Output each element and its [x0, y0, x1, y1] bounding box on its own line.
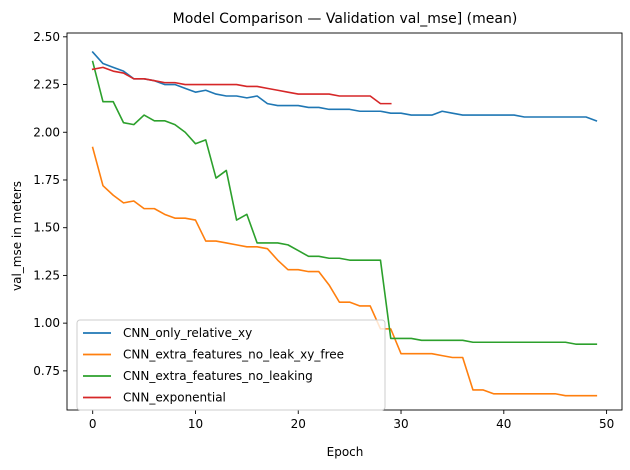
x-tick-label: 50	[599, 417, 614, 431]
y-tick-label: 2.25	[33, 78, 60, 92]
x-axis-label: Epoch	[327, 445, 364, 459]
y-tick-label: 2.00	[33, 125, 60, 139]
y-tick-label: 2.50	[33, 30, 60, 44]
y-tick-label: 1.25	[33, 268, 60, 282]
legend: CNN_only_relative_xy CNN_extra_features_n…	[76, 319, 386, 411]
x-tick-label: 30	[393, 417, 408, 431]
x-tick-label: 20	[291, 417, 306, 431]
y-tick-label: 1.00	[33, 316, 60, 330]
series-lines	[91, 50, 598, 397]
x-tick-label: 0	[89, 417, 97, 431]
legend-label-2: CNN_extra_features_no_leaking	[123, 369, 313, 383]
series-line-2	[91, 60, 598, 345]
series-line-3	[91, 66, 392, 105]
x-tick-label: 40	[496, 417, 511, 431]
series-line-0	[91, 50, 598, 122]
x-tick-label: 10	[188, 417, 203, 431]
chart-title: Model Comparison — Validation val_mse] (…	[173, 11, 518, 27]
y-axis-label: val_mse in meters	[10, 181, 24, 291]
y-tick-label: 0.75	[33, 364, 60, 378]
legend-label-3: CNN_exponential	[123, 391, 226, 405]
legend-label-0: CNN_only_relative_xy	[123, 326, 252, 340]
legend-box	[76, 319, 386, 411]
y-tick-label: 1.50	[33, 221, 60, 235]
series-line-1	[91, 146, 598, 397]
legend-label-1: CNN_extra_features_no_leak_xy_free	[123, 348, 344, 362]
y-tick-label: 1.75	[33, 173, 60, 187]
